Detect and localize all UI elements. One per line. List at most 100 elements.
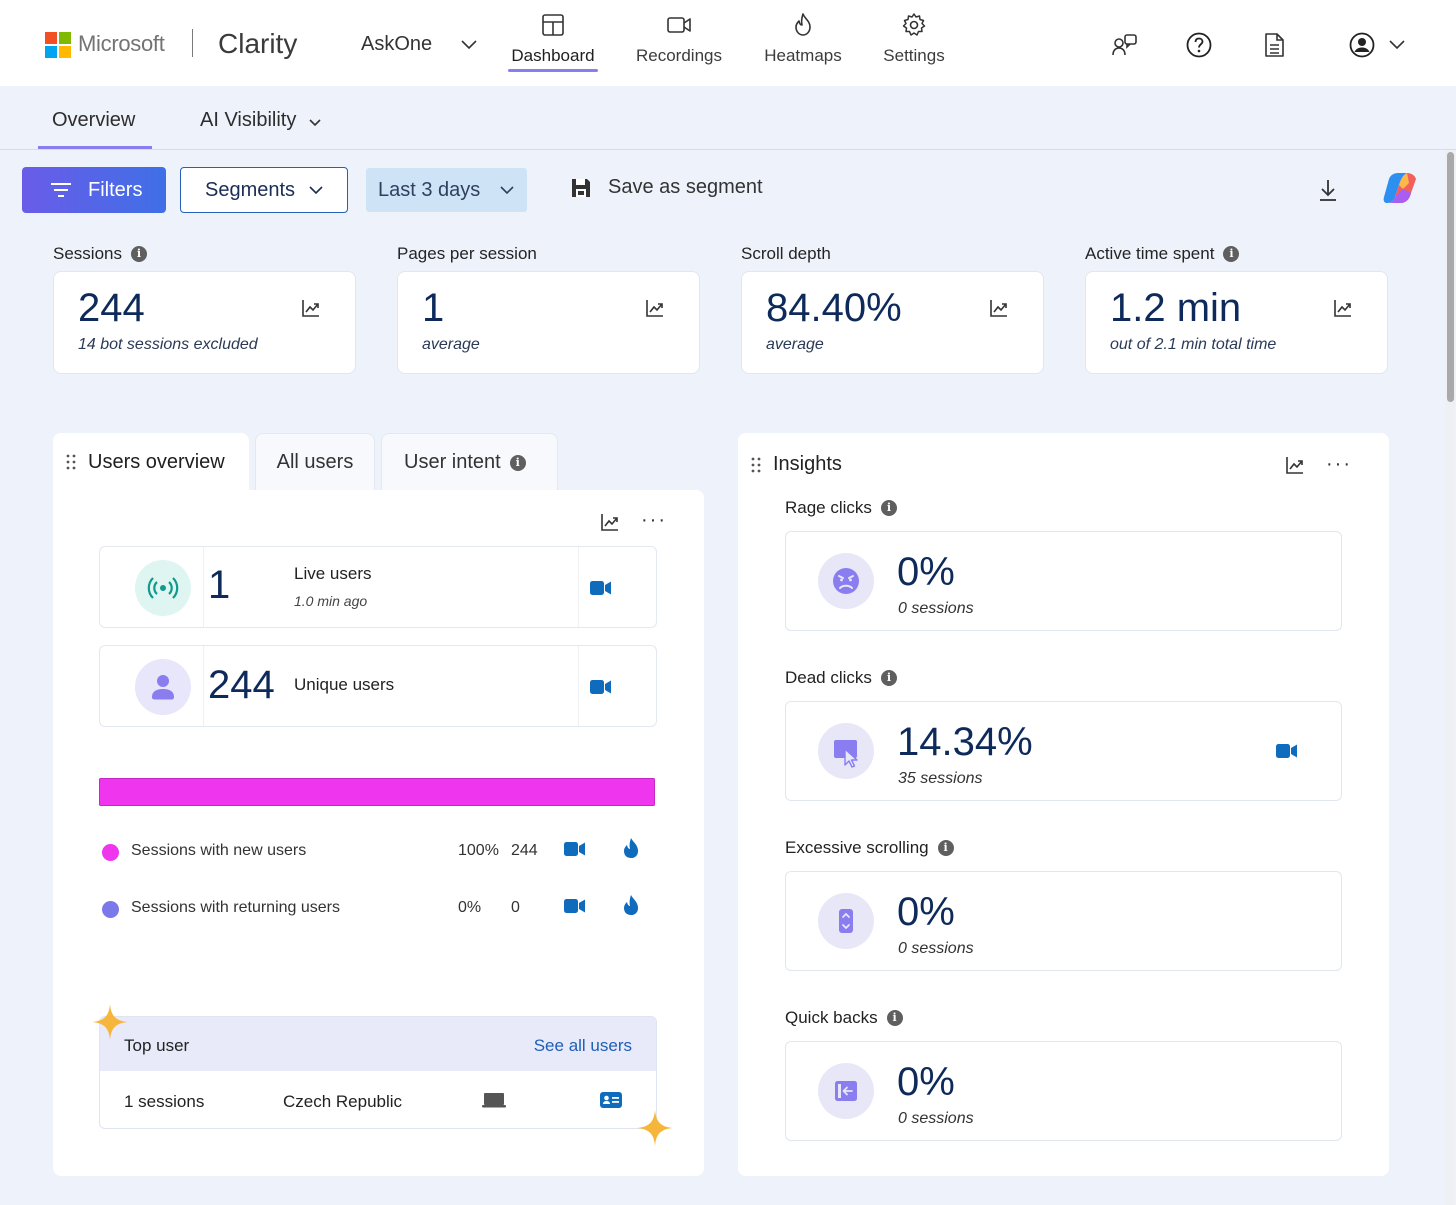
legend-new-users: Sessions with new users 100% 244 [102, 837, 657, 864]
save-as-segment-label: Save as segment [608, 176, 763, 198]
row-divider [203, 646, 204, 726]
metric-label-sessions: Sessions i [53, 244, 147, 264]
tab-user-intent-label: User intent [404, 451, 501, 473]
heatmap-flame-icon[interactable] [622, 894, 640, 916]
insight-card-rage-clicks[interactable]: 0% 0 sessions [785, 531, 1342, 631]
product-name[interactable]: Clarity [218, 28, 298, 59]
trend-chart-icon[interactable] [645, 298, 665, 318]
page-scrollbar-track[interactable] [1445, 150, 1455, 1205]
info-icon[interactable]: i [937, 840, 954, 856]
insight-subtext: 35 sessions [898, 770, 983, 787]
legend-percent: 0% [458, 899, 482, 916]
live-users-subtext: 1.0 min ago [294, 593, 368, 609]
legend-count: 244 [511, 842, 538, 859]
nav-recordings[interactable]: Recordings [633, 12, 725, 76]
page-scrollbar-thumb[interactable] [1447, 152, 1454, 402]
trend-chart-icon[interactable] [1285, 455, 1305, 475]
info-icon[interactable]: i [1223, 246, 1240, 262]
account-chevron-down-icon[interactable] [1387, 34, 1407, 54]
metric-label-text: Scroll depth [741, 244, 831, 263]
filters-button[interactable]: Filters [22, 167, 166, 213]
date-range-label: Last 3 days [378, 178, 481, 201]
metric-card-sessions: 244 14 bot sessions excluded [53, 271, 356, 374]
insight-label-dead-clicks: Dead clicks i [785, 668, 897, 688]
help-icon[interactable] [1185, 31, 1213, 59]
top-header: Microsoft Clarity AskOne Dashboard Recor… [0, 0, 1456, 86]
document-icon[interactable] [1260, 31, 1288, 59]
tab-users-overview[interactable]: Users overview [53, 433, 249, 491]
video-camera-icon[interactable] [590, 679, 612, 695]
insight-card-excessive-scrolling[interactable]: 0% 0 sessions [785, 871, 1342, 971]
nav-heatmaps[interactable]: Heatmaps [761, 12, 845, 76]
segments-label: Segments [205, 178, 296, 201]
trend-chart-icon[interactable] [600, 512, 620, 532]
save-icon [572, 178, 590, 197]
insight-card-dead-clicks[interactable]: 14.34% 35 sessions [785, 701, 1342, 801]
download-icon[interactable] [1317, 178, 1339, 202]
see-all-users-link[interactable]: See all users [533, 1036, 632, 1055]
metric-label-active-time: Active time spent i [1085, 244, 1240, 264]
video-camera-icon[interactable] [564, 841, 586, 857]
insight-label-text: Excessive scrolling [785, 838, 929, 857]
nav-recordings-label: Recordings [636, 46, 722, 65]
video-camera-icon[interactable] [564, 898, 586, 914]
gear-icon [902, 13, 926, 36]
top-user-card: Top user See all users 1 sessions Czech … [99, 1016, 657, 1129]
drag-handle-icon[interactable] [66, 454, 76, 470]
unique-users-row: 244 Unique users [99, 645, 657, 727]
new-vs-returning-bar[interactable] [99, 778, 655, 806]
dashboard-subtabs: Overview AI Visibility [0, 86, 1456, 150]
user-icon [135, 659, 191, 715]
tab-user-intent[interactable]: User intent i [381, 433, 558, 491]
copilot-icon[interactable] [1381, 169, 1419, 207]
heatmap-flame-icon[interactable] [622, 837, 640, 859]
insight-subtext: 0 sessions [898, 1110, 974, 1127]
sparkle-icon [637, 1110, 673, 1146]
row-divider [578, 646, 579, 726]
video-camera-icon[interactable] [1276, 743, 1298, 759]
more-options-icon[interactable]: ··· [1326, 453, 1352, 475]
info-icon[interactable]: i [130, 246, 147, 262]
scroll-icon [818, 893, 874, 949]
drag-handle-icon[interactable] [751, 457, 761, 473]
more-options-icon[interactable]: ··· [641, 509, 667, 531]
video-camera-icon [667, 17, 691, 33]
feedback-icon[interactable] [1110, 31, 1138, 59]
ai-visibility-chevron-icon[interactable] [307, 114, 323, 130]
tab-overview[interactable]: Overview [52, 109, 136, 131]
insight-label-rage-clicks: Rage clicks i [785, 498, 897, 518]
user-card-icon[interactable] [600, 1091, 622, 1109]
account-icon[interactable] [1348, 31, 1376, 59]
legend-label: Sessions with returning users [131, 899, 340, 916]
segments-button[interactable]: Segments [180, 167, 348, 213]
filter-icon [51, 183, 71, 197]
video-camera-icon[interactable] [590, 580, 612, 596]
date-range-button[interactable]: Last 3 days [366, 168, 527, 212]
info-icon[interactable]: i [886, 1010, 903, 1026]
chevron-down-icon[interactable] [459, 34, 479, 54]
nav-settings[interactable]: Settings [879, 12, 949, 76]
metric-subtext: 14 bot sessions excluded [78, 336, 258, 353]
insight-value: 14.34% [897, 720, 1033, 764]
tab-all-users[interactable]: All users [255, 433, 375, 491]
top-user-country: Czech Republic [283, 1092, 403, 1111]
top-user-title: Top user [124, 1036, 190, 1055]
trend-chart-icon[interactable] [301, 298, 321, 318]
tab-ai-visibility[interactable]: AI Visibility [200, 109, 297, 131]
info-icon[interactable]: i [880, 670, 897, 686]
trend-chart-icon[interactable] [1333, 298, 1353, 318]
metric-value: 84.40% [766, 286, 902, 330]
metric-value: 1.2 min [1110, 286, 1242, 330]
chevron-down-icon [309, 186, 323, 195]
trend-chart-icon[interactable] [989, 298, 1009, 318]
metric-label-text: Sessions [53, 244, 122, 263]
insight-subtext: 0 sessions [898, 940, 974, 957]
info-icon[interactable]: i [509, 454, 526, 471]
info-icon[interactable]: i [880, 500, 897, 516]
project-selector[interactable]: AskOne [361, 33, 433, 55]
nav-dashboard[interactable]: Dashboard [509, 12, 597, 76]
insight-card-quick-backs[interactable]: 0% 0 sessions [785, 1041, 1342, 1141]
save-as-segment-button[interactable]: Save as segment [570, 176, 763, 199]
live-users-row: 1 Live users 1.0 min ago [99, 546, 657, 628]
dead-click-icon [818, 723, 874, 779]
